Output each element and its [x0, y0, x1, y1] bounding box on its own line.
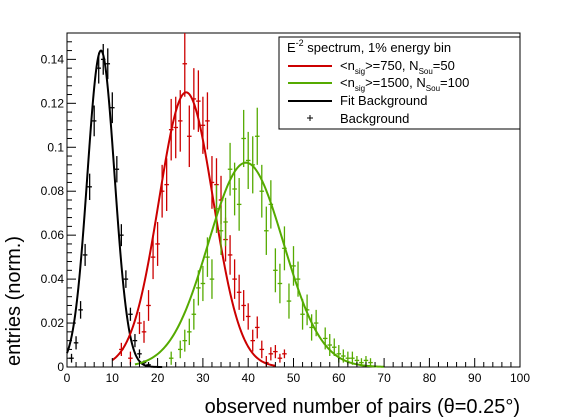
legend-header: E-2 spectrum, 1% energy bin [287, 38, 451, 55]
y-tick-label: 0.08 [41, 184, 65, 198]
legend-label-red: <nsig>=750, NSou=50 [340, 58, 455, 76]
legend: E-2 spectrum, 1% energy bin <nsig>=750, … [278, 36, 521, 130]
series-1-curve [66, 49, 163, 368]
y-tick-label: 0.14 [41, 52, 65, 66]
x-tick-label: 70 [377, 371, 391, 385]
series-5-curve [134, 161, 385, 368]
legend-marker-background [307, 115, 313, 121]
x-tick-label: 30 [196, 371, 210, 385]
y-tick-label: 0.12 [41, 96, 65, 110]
x-tick-label: 40 [242, 371, 256, 385]
legend-label-fit: Fit Background [340, 93, 427, 108]
series-4-points [168, 107, 373, 367]
legend-label-background: Background [340, 111, 409, 126]
series-3-curve [111, 91, 276, 367]
series-0-points [69, 43, 151, 367]
x-tick-label: 20 [151, 371, 165, 385]
y-tick-label: 0.1 [47, 140, 64, 154]
y-tick-label: 0.04 [41, 272, 65, 286]
y-axis-label: entries (norm.) [3, 236, 25, 366]
axes-group: 0 10 20 30 40 50 60 70 80 90 100 0 0.02 0.04 0.06 0.08 0… [41, 32, 530, 385]
x-tick-label: 0 [64, 371, 71, 385]
x-tick-label: 10 [106, 371, 120, 385]
x-tick-label: 50 [287, 371, 301, 385]
x-axis-label: observed number of pairs (θ=0.25°) [205, 396, 520, 418]
x-tick-label: 90 [468, 371, 482, 385]
x-tick-label: 100 [510, 371, 530, 385]
x-tick-label: 60 [332, 371, 346, 385]
series-group [66, 33, 385, 368]
y-tick-label: 0.06 [41, 228, 65, 242]
legend-label-green: <nsig>=1500, NSou=100 [340, 75, 469, 93]
x-tick-label: 80 [423, 371, 437, 385]
y-tick-label: 0 [57, 360, 64, 374]
y-tick-label: 0.02 [41, 316, 65, 330]
